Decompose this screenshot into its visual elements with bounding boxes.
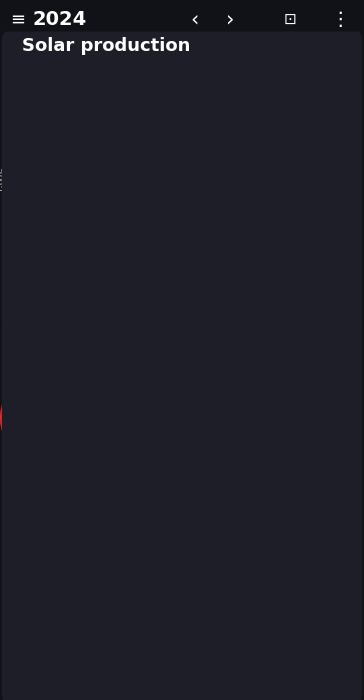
Text: ↑1,907.2: ↑1,907.2 (158, 626, 206, 636)
Text: Battery: Battery (163, 648, 201, 657)
Text: ⊡: ⊡ (284, 12, 296, 27)
Bar (254, 193, 269, 288)
Bar (205, 138, 220, 288)
Text: 🔋: 🔋 (177, 579, 187, 596)
Text: Home: Home (292, 542, 323, 553)
Circle shape (38, 468, 100, 531)
Text: ←3,966.7: ←3,966.7 (45, 498, 94, 508)
Bar (57, 281, 72, 288)
Text: 19,841.1 kWh: 19,841.1 kWh (267, 504, 348, 514)
Text: Solar: Solar (216, 472, 243, 482)
Text: →14,236.6: →14,236.6 (41, 526, 97, 536)
Text: kWh: kWh (58, 538, 81, 547)
Text: 14,192.3 kWh: 14,192.3 kWh (50, 433, 136, 443)
Text: Low-carbon: Low-carbon (55, 475, 116, 485)
Text: ⋮: ⋮ (330, 10, 350, 29)
Bar (106, 230, 122, 288)
Text: ⚡: ⚡ (223, 408, 236, 426)
Text: Energy distribution: Energy distribution (22, 339, 217, 356)
Text: 🌿: 🌿 (86, 405, 99, 426)
Text: 🏠: 🏠 (302, 487, 313, 505)
Circle shape (195, 389, 264, 461)
Circle shape (277, 468, 339, 531)
Y-axis label: kWh: kWh (0, 166, 9, 190)
Text: kWh: kWh (170, 612, 194, 622)
Bar (180, 128, 195, 288)
Text: ≡: ≡ (11, 10, 25, 28)
Text: 2024: 2024 (33, 10, 87, 29)
Bar (304, 284, 319, 288)
Circle shape (149, 565, 215, 633)
Text: kWh: kWh (170, 640, 194, 650)
Text: Grid: Grid (58, 556, 80, 566)
Text: Solar production: Solar production (22, 36, 190, 55)
Circle shape (55, 386, 131, 464)
Text: 🗼: 🗼 (64, 483, 74, 501)
Bar (82, 268, 97, 288)
Text: 9,704.4 kWh: 9,704.4 kWh (190, 431, 269, 441)
Text: kWh: kWh (58, 512, 81, 522)
Text: ↓2,040.4: ↓2,040.4 (158, 598, 206, 608)
Bar (230, 148, 245, 288)
Bar (131, 190, 146, 288)
Text: ›: › (226, 9, 234, 29)
Bar (155, 123, 171, 288)
Bar (279, 239, 294, 288)
Bar (328, 286, 344, 288)
Text: ‹: ‹ (191, 9, 199, 29)
